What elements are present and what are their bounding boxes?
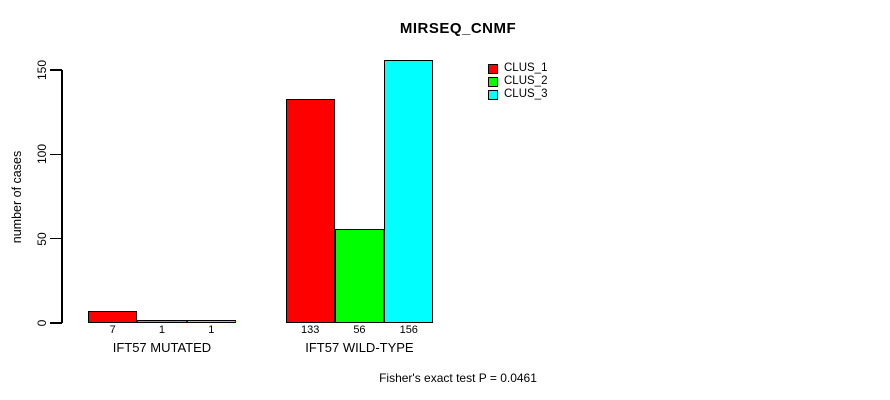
bar-clus-1-ift57-wild-type [285,98,335,323]
bar-clus-3-ift57-mutated [186,320,236,323]
bar-clus-2-ift57-wild-type [334,228,385,323]
bar-clus-1-ift57-mutated [88,311,138,323]
y-tick-label: 150 [35,59,49,81]
y-tick-label: 50 [35,231,49,246]
legend-item-clus-2: CLUS_2 [488,75,547,88]
legend-swatch-clus-3 [488,89,498,100]
bar-value-label: 7 [109,324,116,336]
category-label-ift57-wild-type: IFT57 WILD-TYPE [305,340,414,355]
bar-value-label: 1 [208,324,215,336]
bar-clus-3-ift57-wild-type [384,59,434,323]
y-axis-line [61,70,63,323]
legend-label: CLUS_1 [504,62,548,74]
legend-swatch-clus-2 [488,76,498,87]
legend: CLUS_1 CLUS_2 CLUS_3 [488,62,547,101]
legend-swatch-clus-1 [488,63,498,74]
legend-label: CLUS_3 [504,88,548,100]
bar-value-label: 156 [399,324,418,336]
y-tick [50,237,62,240]
bar-value-label: 1 [158,324,165,336]
chart-title: MIRSEQ_CNMF [399,20,517,37]
y-tick [50,322,62,324]
y-axis-label: number of cases [10,150,24,244]
annotation-text: Fisher's exact test P = 0.0461 [379,371,537,385]
bar-value-label: 56 [353,324,366,336]
bar-clus-2-ift57-mutated [137,320,187,323]
y-tick-label: 0 [35,319,49,327]
y-tick [50,69,62,71]
category-label-ift57-mutated: IFT57 MUTATED [112,340,212,355]
legend-item-clus-1: CLUS_1 [488,62,547,75]
bar-value-label: 133 [300,324,320,336]
y-tick [50,153,62,156]
legend-item-clus-3: CLUS_3 [488,88,547,101]
legend-label: CLUS_2 [504,75,548,87]
y-tick-label: 100 [35,144,49,165]
